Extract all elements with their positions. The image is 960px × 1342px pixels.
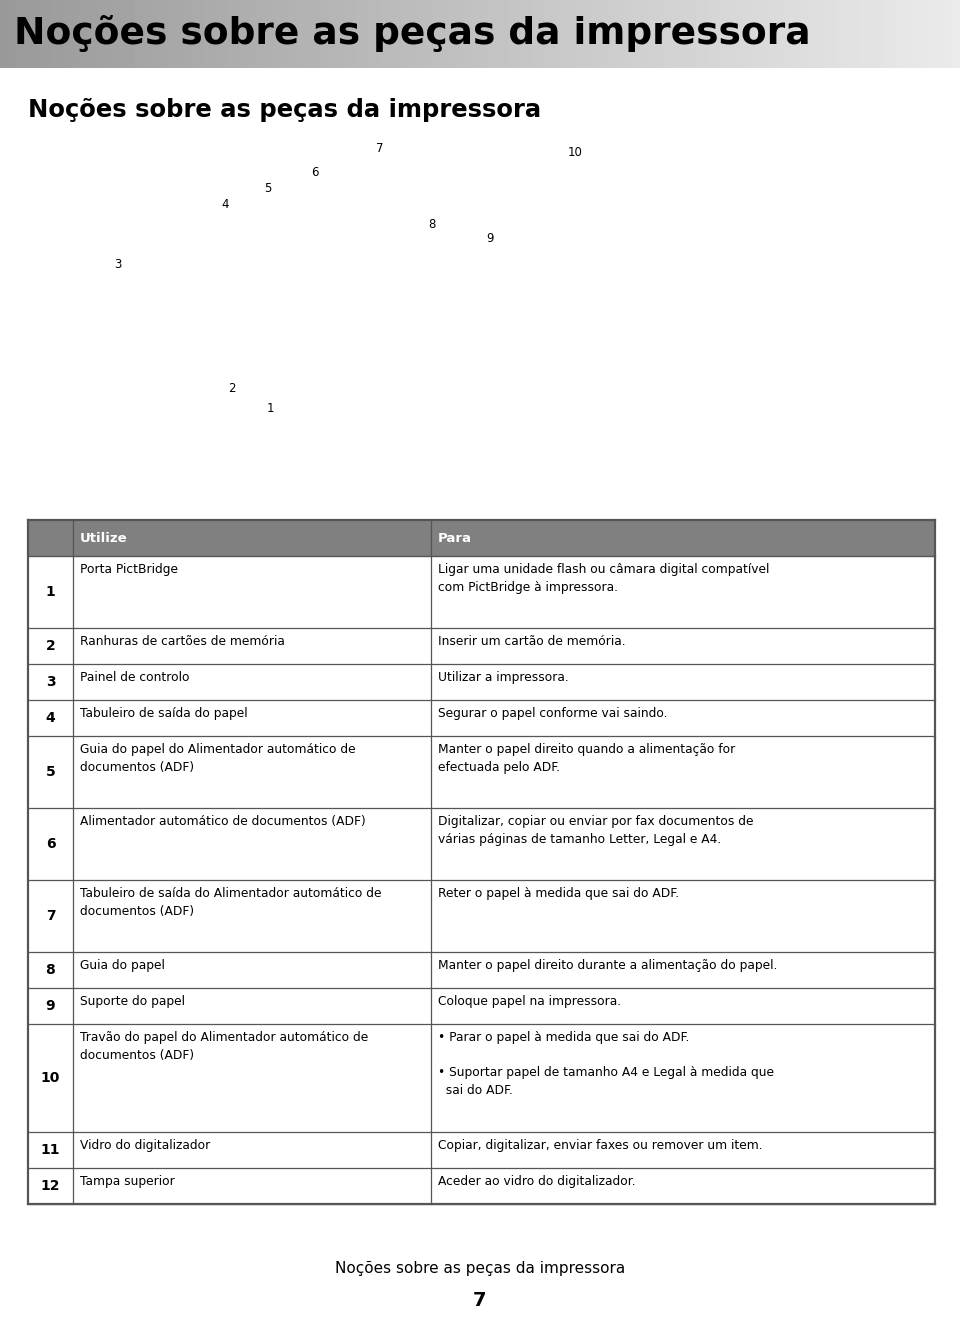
Text: 11: 11 — [40, 1143, 60, 1157]
Text: 1: 1 — [266, 401, 274, 415]
Text: 3: 3 — [46, 675, 56, 688]
Text: Suporte do papel: Suporte do papel — [80, 994, 185, 1008]
Bar — [450, 140, 750, 440]
Text: Travão do papel do Alimentador automático de
documentos (ADF): Travão do papel do Alimentador automátic… — [80, 1031, 369, 1062]
Text: 10: 10 — [41, 1071, 60, 1084]
Text: Vidro do digitalizador: Vidro do digitalizador — [80, 1139, 210, 1151]
Text: Tabuleiro de saída do papel: Tabuleiro de saída do papel — [80, 707, 248, 721]
Text: Reter o papel à medida que sai do ADF.: Reter o papel à medida que sai do ADF. — [438, 887, 679, 900]
Text: Ligar uma unidade flash ou câmara digital compatível
com PictBridge à impressora: Ligar uma unidade flash ou câmara digita… — [438, 564, 769, 593]
Text: 6: 6 — [46, 837, 56, 851]
Text: Guia do papel: Guia do papel — [80, 960, 165, 972]
Bar — [28, 1168, 935, 1204]
Text: 2: 2 — [228, 381, 236, 395]
Bar — [28, 951, 935, 988]
Text: 4: 4 — [221, 197, 228, 211]
Bar — [28, 701, 935, 735]
Bar — [28, 519, 935, 556]
Text: 7: 7 — [376, 141, 384, 154]
Text: 6: 6 — [311, 165, 319, 178]
Text: Noções sobre as peças da impressora: Noções sobre as peças da impressora — [28, 98, 541, 122]
Text: Noções sobre as peças da impressora: Noções sobre as peças da impressora — [335, 1260, 625, 1275]
Text: 3: 3 — [114, 259, 122, 271]
Text: Porta PictBridge: Porta PictBridge — [80, 564, 178, 576]
Text: 2: 2 — [46, 639, 56, 654]
Bar — [28, 1024, 935, 1133]
Text: Segurar o papel conforme vai saindo.: Segurar o papel conforme vai saindo. — [438, 707, 667, 721]
Text: Utilizar a impressora.: Utilizar a impressora. — [438, 671, 568, 684]
Text: Manter o papel direito durante a alimentação do papel.: Manter o papel direito durante a aliment… — [438, 960, 777, 972]
Text: Tampa superior: Tampa superior — [80, 1176, 175, 1188]
Text: Manter o papel direito quando a alimentação for
efectuada pelo ADF.: Manter o papel direito quando a alimenta… — [438, 743, 735, 773]
Text: 5: 5 — [46, 765, 56, 778]
Text: Aceder ao vidro do digitalizador.: Aceder ao vidro do digitalizador. — [438, 1176, 636, 1188]
Text: Painel de controlo: Painel de controlo — [80, 671, 189, 684]
Text: 8: 8 — [46, 964, 56, 977]
Text: 8: 8 — [428, 219, 436, 232]
Text: Utilize: Utilize — [80, 531, 128, 545]
Text: 1: 1 — [46, 585, 56, 599]
Bar — [28, 628, 935, 664]
Bar — [28, 735, 935, 808]
Text: 12: 12 — [40, 1180, 60, 1193]
Text: Tabuleiro de saída do Alimentador automático de
documentos (ADF): Tabuleiro de saída do Alimentador automá… — [80, 887, 381, 918]
Text: Copiar, digitalizar, enviar faxes ou remover um item.: Copiar, digitalizar, enviar faxes ou rem… — [438, 1139, 762, 1151]
Bar — [28, 556, 935, 628]
Text: Inserir um cartão de memória.: Inserir um cartão de memória. — [438, 635, 625, 648]
Text: • Parar o papel à medida que sai do ADF.

• Suportar papel de tamanho A4 e Legal: • Parar o papel à medida que sai do ADF.… — [438, 1031, 774, 1096]
Text: 7: 7 — [473, 1291, 487, 1310]
Bar — [28, 1133, 935, 1168]
Text: 5: 5 — [264, 181, 272, 195]
Text: Alimentador automático de documentos (ADF): Alimentador automático de documentos (AD… — [80, 815, 366, 828]
Text: 9: 9 — [487, 232, 493, 244]
Text: 10: 10 — [567, 145, 583, 158]
Bar — [28, 880, 935, 951]
Bar — [28, 664, 935, 701]
Text: Para: Para — [438, 531, 471, 545]
Text: Digitalizar, copiar ou enviar por fax documentos de
várias páginas de tamanho Le: Digitalizar, copiar ou enviar por fax do… — [438, 815, 754, 845]
Bar — [28, 988, 935, 1024]
Text: Noções sobre as peças da impressora: Noções sobre as peças da impressora — [14, 16, 810, 52]
Bar — [55, 140, 445, 501]
Text: 4: 4 — [46, 711, 56, 725]
Text: 9: 9 — [46, 998, 56, 1013]
Text: Guia do papel do Alimentador automático de
documentos (ADF): Guia do papel do Alimentador automático … — [80, 743, 355, 773]
Text: 7: 7 — [46, 909, 56, 923]
Text: Coloque papel na impressora.: Coloque papel na impressora. — [438, 994, 621, 1008]
Text: Ranhuras de cartões de memória: Ranhuras de cartões de memória — [80, 635, 285, 648]
Bar — [28, 808, 935, 880]
